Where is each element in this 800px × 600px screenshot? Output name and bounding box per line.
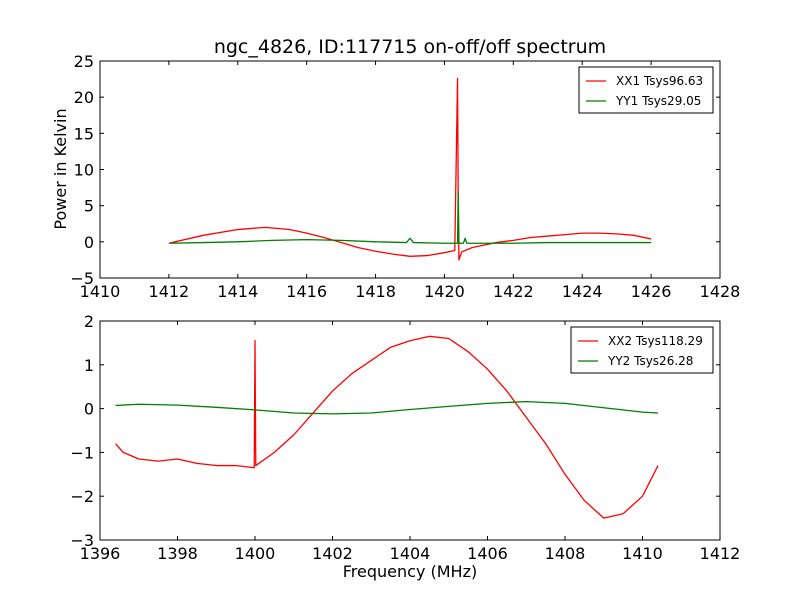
top-series-line-1 <box>168 77 652 261</box>
bottom-x-tick-label: 1404 <box>390 544 431 563</box>
bottom-x-tick-label: 1400 <box>235 544 276 563</box>
bottom-legend-box <box>570 326 714 374</box>
top-x-tick-label: 1416 <box>286 282 327 301</box>
top-series-layer <box>168 77 652 261</box>
bottom-ticks-layer: 1396 1398 1400 1402 1404 1406 1408 1410 1412 −3 −2… <box>70 312 740 563</box>
top-legend-label-2: YY1 Tsys29.05 <box>615 94 701 108</box>
bottom-axes-frame <box>99 320 721 541</box>
top-panel: 1410 1412 1414 1416 1418 1420 1422 1424 1426 1428… <box>51 52 740 301</box>
top-y-tick-label: 10 <box>74 161 94 180</box>
top-legend-label-1: XX1 Tsys96.63 <box>616 74 703 88</box>
bottom-series-line-2 <box>115 400 659 415</box>
bottom-x-tick-label: 1398 <box>157 544 198 563</box>
top-x-tick-label: 1414 <box>217 282 258 301</box>
top-y-tick-label: 15 <box>74 124 94 143</box>
bottom-x-tick-label: 1406 <box>467 544 508 563</box>
top-x-tick-label: 1428 <box>700 282 741 301</box>
bottom-x-tick-label: 1402 <box>312 544 353 563</box>
bottom-series-line-1 <box>115 335 659 519</box>
top-x-tick-label: 1422 <box>493 282 534 301</box>
bottom-x-tick-label: 1410 <box>622 544 663 563</box>
top-x-tick-label: 1418 <box>355 282 396 301</box>
bottom-series-layer <box>115 335 659 519</box>
top-x-tick-label: 1420 <box>424 282 465 301</box>
bottom-panel: 1396 1398 1400 1402 1404 1406 1408 1410 1412 −3 −2… <box>70 312 740 581</box>
top-y-tick-label: 25 <box>74 52 94 71</box>
top-x-tick-label: 1424 <box>562 282 603 301</box>
bottom-x-axis-label: Frequency (MHz) <box>343 562 477 581</box>
bottom-legend: XX2 Tsys118.29 YY2 Tsys26.28 <box>570 326 714 374</box>
top-ticks-layer: 1410 1412 1414 1416 1418 1420 1422 1424 1426 1428… <box>70 52 740 301</box>
bottom-y-tick-label: 0 <box>84 400 94 419</box>
bottom-legend-label-2: YY2 Tsys26.28 <box>607 354 693 368</box>
bottom-y-tick-label: 1 <box>84 356 94 375</box>
top-y-tick-label: −5 <box>70 269 94 288</box>
bottom-legend-label-1: XX2 Tsys118.29 <box>608 334 703 348</box>
top-axes-frame <box>99 60 721 279</box>
chart-title: ngc_4826, ID:117715 on-off/off spectrum <box>214 36 606 58</box>
top-y-axis-label: Power in Kelvin <box>51 108 70 229</box>
bottom-y-tick-label: −1 <box>70 443 94 462</box>
bottom-y-tick-label: −2 <box>70 487 94 506</box>
bottom-y-tick-label: −3 <box>70 531 94 550</box>
top-legend-box <box>578 66 714 114</box>
top-legend: XX1 Tsys96.63 YY1 Tsys29.05 <box>578 66 714 114</box>
top-y-tick-label: 0 <box>84 233 94 252</box>
bottom-x-tick-label: 1408 <box>545 544 586 563</box>
top-y-tick-label: 5 <box>84 197 94 216</box>
top-x-tick-label: 1412 <box>149 282 190 301</box>
bottom-x-tick-label: 1396 <box>80 544 121 563</box>
bottom-y-tick-label: 2 <box>84 312 94 331</box>
top-x-tick-label: 1410 <box>80 282 121 301</box>
top-x-tick-label: 1426 <box>631 282 672 301</box>
top-series-line-2 <box>168 190 652 244</box>
top-y-tick-label: 20 <box>74 88 94 107</box>
bottom-x-tick-label: 1412 <box>700 544 741 563</box>
